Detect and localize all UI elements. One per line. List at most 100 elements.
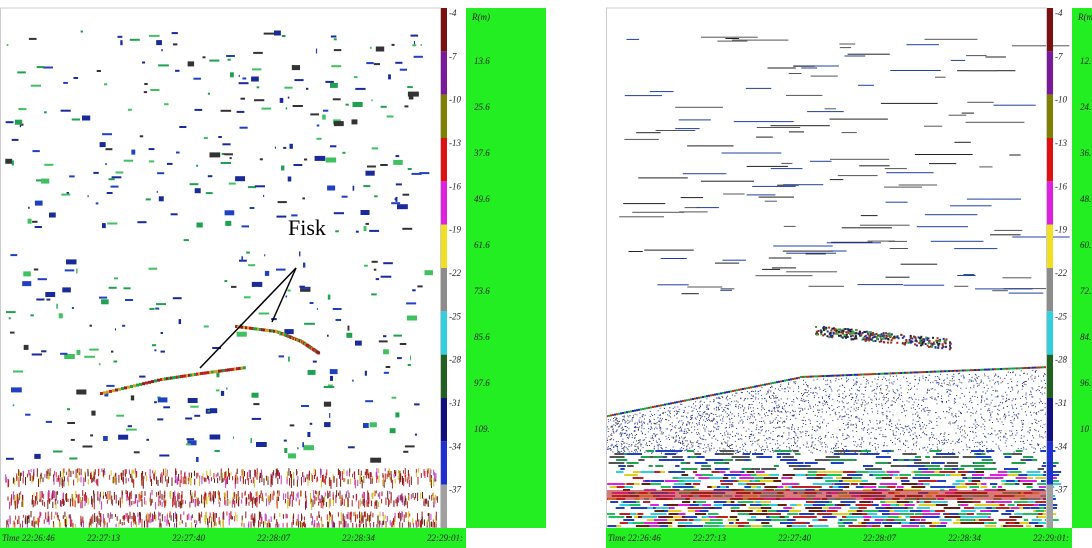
echo <box>620 423 622 425</box>
echo <box>641 443 643 445</box>
echo <box>912 404 914 406</box>
echo <box>619 420 621 422</box>
echo <box>928 423 930 425</box>
echo <box>943 436 945 437</box>
echo <box>733 121 794 123</box>
echo <box>839 385 841 387</box>
echo <box>902 371 904 374</box>
echo <box>618 426 620 428</box>
echo <box>903 408 905 410</box>
colorbar-label: -16 <box>449 181 461 191</box>
echo <box>708 394 710 397</box>
echo <box>858 84 874 86</box>
echo <box>267 476 269 485</box>
echo <box>84 471 86 475</box>
echo <box>1038 366 1040 369</box>
echo <box>886 172 934 174</box>
echo <box>701 404 703 406</box>
echo <box>133 384 136 388</box>
echo <box>934 370 936 373</box>
echo <box>746 165 788 167</box>
echo <box>759 402 760 404</box>
echo <box>413 497 415 501</box>
echo <box>931 428 933 429</box>
echo <box>643 418 645 420</box>
echo <box>778 435 780 437</box>
echo <box>623 203 666 205</box>
echo <box>841 132 857 134</box>
echo <box>906 371 908 374</box>
echo <box>938 384 940 386</box>
echo <box>943 411 944 413</box>
echo <box>721 422 723 424</box>
echo <box>689 421 691 423</box>
echo <box>894 437 896 439</box>
echo <box>900 433 901 435</box>
echo <box>366 62 374 65</box>
echo <box>908 401 910 403</box>
echo <box>333 212 344 215</box>
echo <box>121 522 123 526</box>
echo <box>15 494 17 502</box>
echo <box>981 416 982 418</box>
echo <box>696 424 698 426</box>
echo <box>1021 422 1023 424</box>
echo <box>1029 429 1031 431</box>
echo <box>777 409 779 411</box>
echo <box>836 332 839 335</box>
echo <box>273 329 276 333</box>
echo <box>417 285 423 288</box>
echo <box>855 423 857 425</box>
echo <box>840 374 842 377</box>
echo <box>158 196 164 202</box>
echo <box>14 119 23 125</box>
echo <box>258 511 260 521</box>
echo <box>786 427 788 429</box>
echo <box>248 264 256 267</box>
echo <box>716 406 718 408</box>
echo <box>871 408 873 410</box>
echo <box>629 433 631 435</box>
echo <box>291 500 293 507</box>
echo <box>932 341 935 344</box>
echo <box>886 380 888 382</box>
echo <box>745 430 747 432</box>
echo <box>1036 413 1038 415</box>
echo <box>283 439 287 442</box>
echo <box>1016 385 1018 387</box>
echo <box>695 408 697 410</box>
echo <box>761 403 763 405</box>
echo <box>323 109 329 112</box>
echo <box>394 470 396 474</box>
echo <box>805 420 807 422</box>
echo <box>726 442 728 444</box>
echo <box>871 399 873 401</box>
echo <box>47 511 49 518</box>
echo <box>332 520 334 528</box>
echo <box>241 256 244 262</box>
echo <box>174 475 176 480</box>
echo <box>700 437 702 439</box>
echo <box>184 374 187 378</box>
echo <box>235 176 246 182</box>
echo <box>237 477 239 484</box>
echo <box>332 491 334 496</box>
echo <box>42 477 44 483</box>
echo <box>188 513 190 520</box>
echo <box>728 390 730 393</box>
echo <box>188 472 190 481</box>
echo <box>709 449 711 451</box>
echo <box>373 268 377 271</box>
echo <box>915 398 917 400</box>
echo <box>182 499 184 505</box>
echo <box>991 411 993 413</box>
echo <box>252 477 254 484</box>
echo <box>749 434 751 435</box>
echo <box>821 442 823 444</box>
echo <box>714 418 716 420</box>
echo <box>866 332 869 335</box>
echo <box>57 500 59 504</box>
echo <box>696 416 698 418</box>
echo <box>40 490 42 498</box>
echo <box>360 210 370 215</box>
